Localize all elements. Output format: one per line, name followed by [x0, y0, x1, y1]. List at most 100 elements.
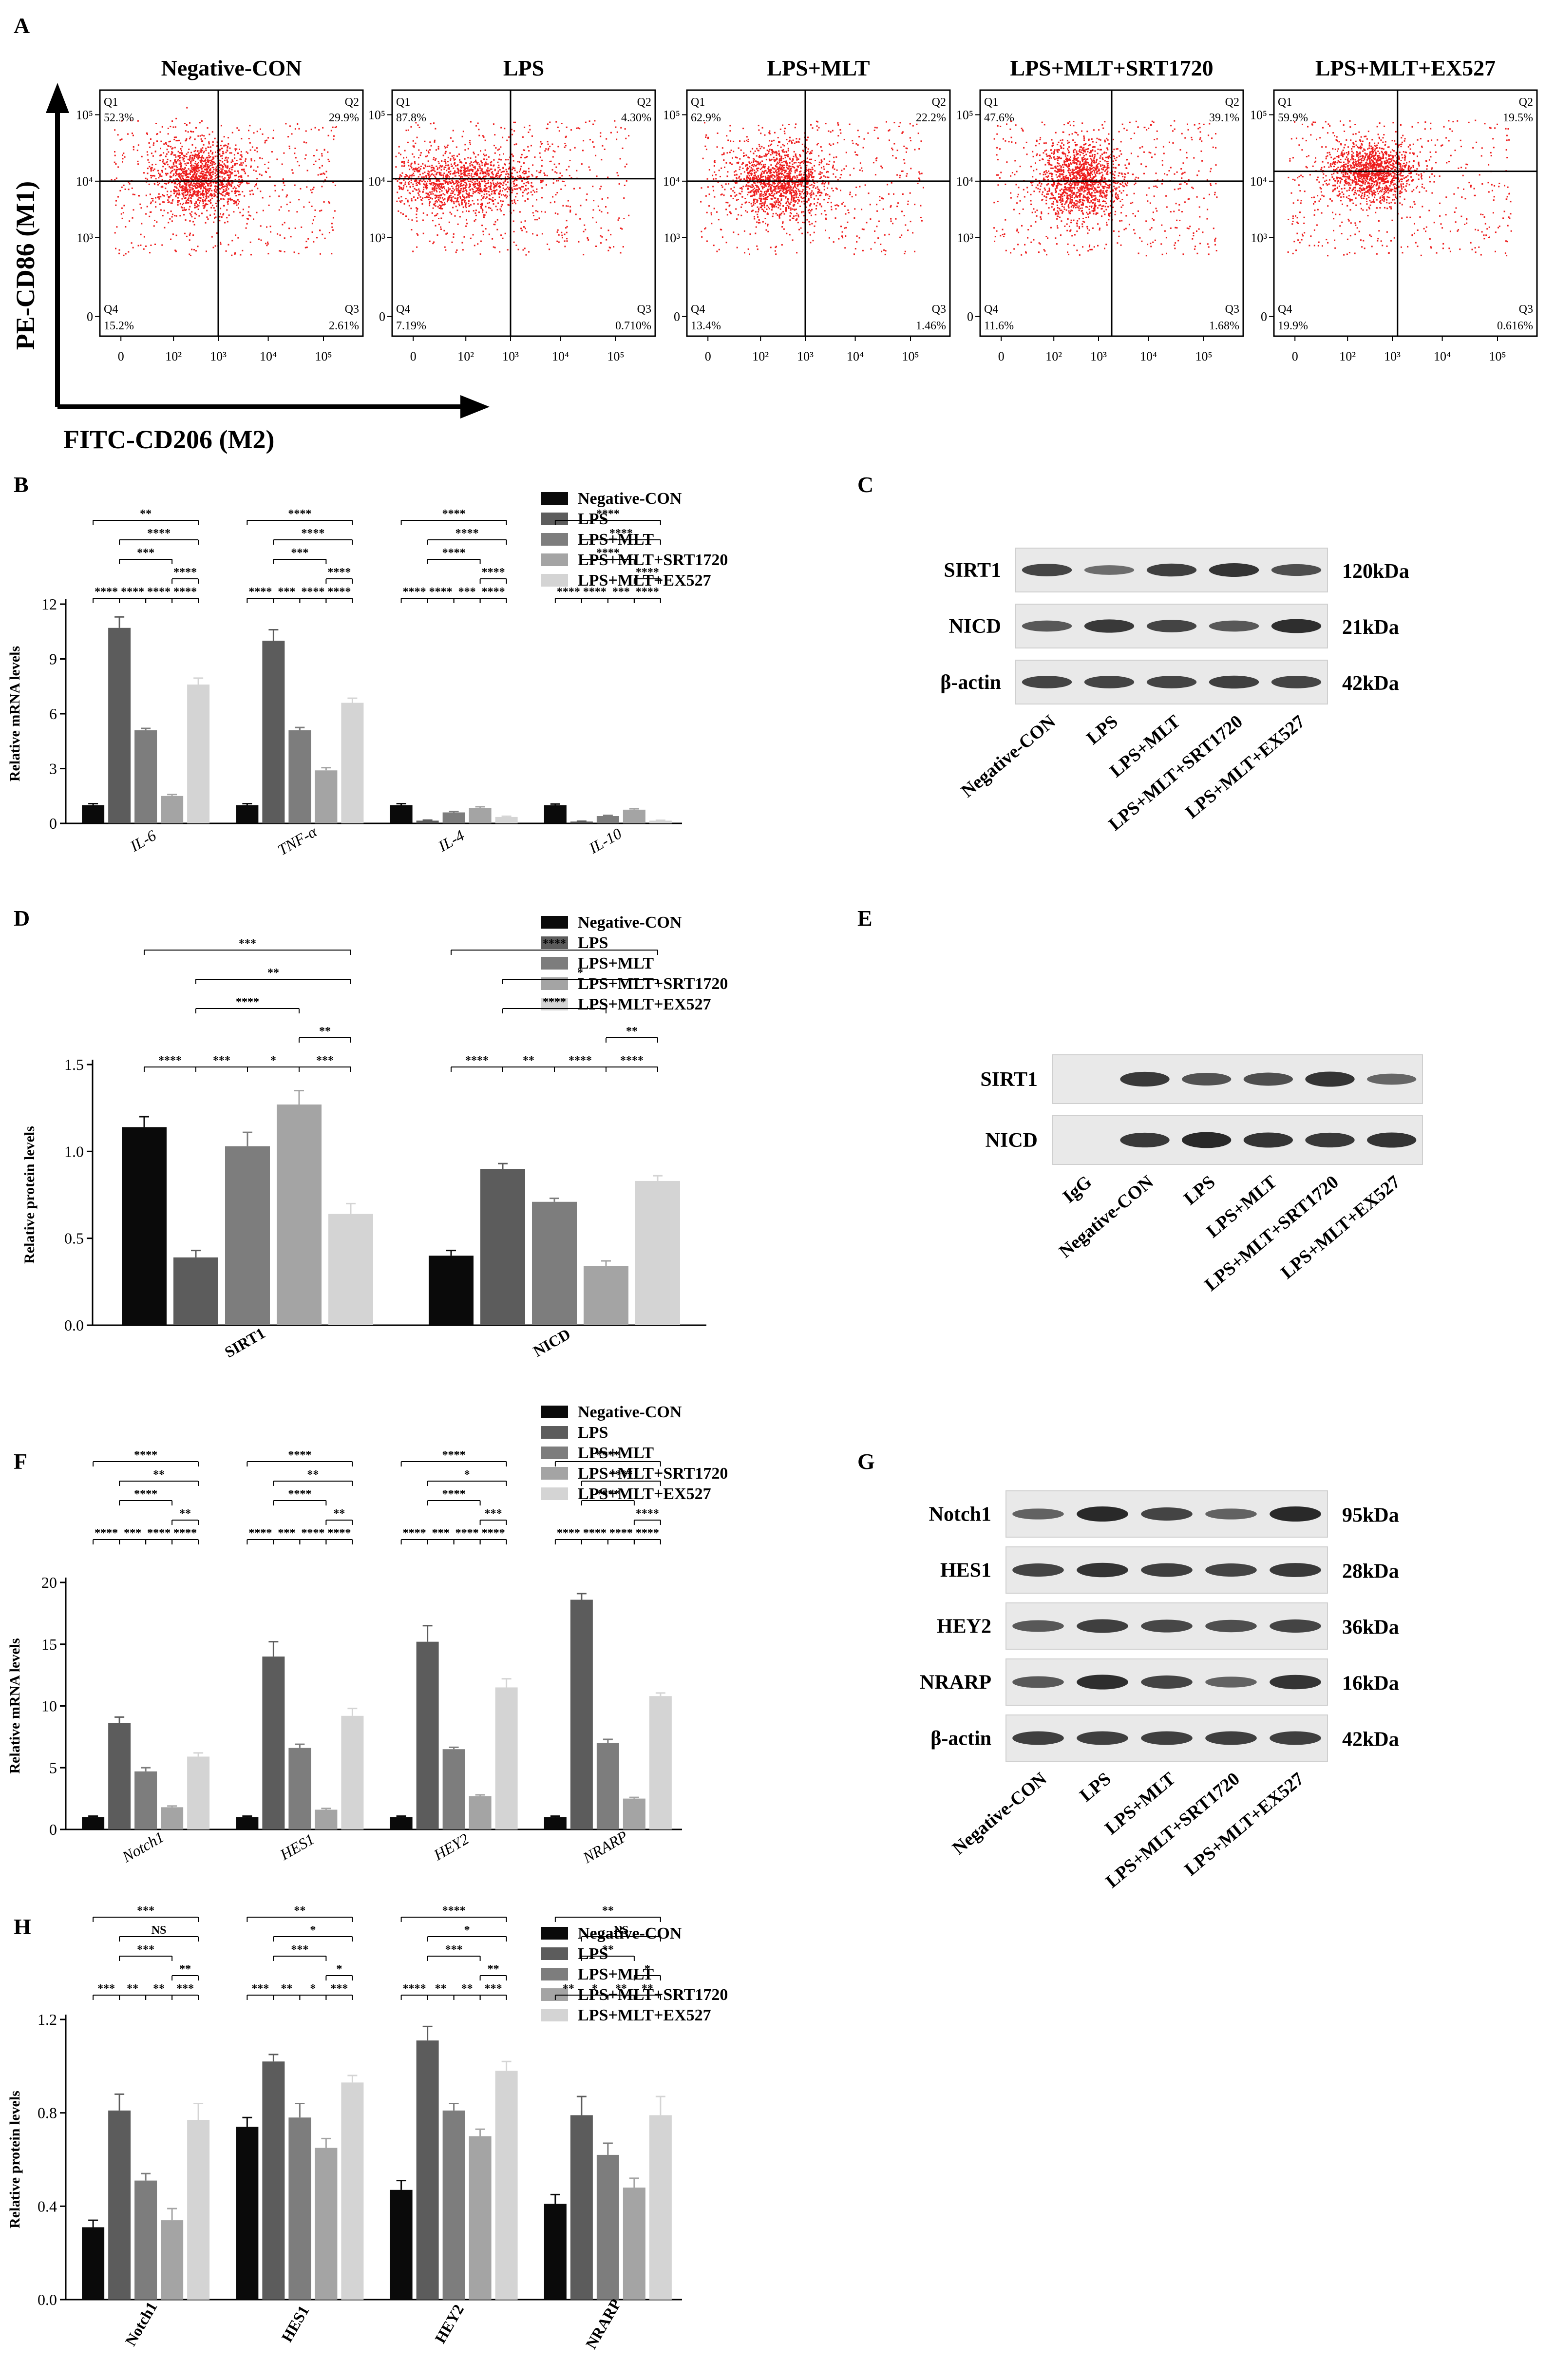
- y-tick-label: 20: [41, 1574, 57, 1591]
- blot-strip: [1052, 1115, 1423, 1165]
- sig-label: ***: [291, 1943, 308, 1956]
- sig-label: ****: [327, 566, 351, 579]
- category-label: NRARP: [579, 1827, 630, 1866]
- flow-scatter-dots: [993, 120, 1218, 257]
- blot-band: [1084, 565, 1135, 575]
- bar: [495, 2071, 518, 2300]
- sig-label: ****: [455, 527, 479, 540]
- bar: [236, 1817, 259, 1829]
- chart-d: Negative-CON LPS LPS+MLT LPS+MLT+SRT1720 LPS…: [21, 914, 728, 1361]
- blot-band: [1141, 1619, 1193, 1633]
- panel-label-b: B: [14, 472, 29, 497]
- blot-row-label: HES1: [940, 1560, 991, 1582]
- q1-value: 47.6%: [984, 112, 1014, 124]
- bar: [134, 730, 157, 823]
- sig-label: **: [179, 1963, 191, 1976]
- legend-label: Negative-CON: [578, 1924, 682, 1942]
- blot-row-label: Notch1: [929, 1504, 991, 1526]
- sig-label: ****: [173, 586, 197, 598]
- q1-label: Q1: [691, 96, 705, 109]
- blot-kda-label: 36kDa: [1342, 1617, 1399, 1639]
- blot-band: [1271, 676, 1322, 688]
- panel-label-g: G: [857, 1449, 875, 1474]
- flow-y-tick-label: 10⁵: [76, 108, 93, 122]
- category-label: HEY2: [431, 2302, 467, 2346]
- blot-band: [1120, 1071, 1170, 1087]
- sig-label: **: [307, 1468, 319, 1481]
- flow-y-tick-label: 10⁵: [663, 108, 680, 122]
- q2-label: Q2: [1225, 96, 1239, 109]
- legend-swatch: [541, 1447, 568, 1459]
- bar: [480, 1169, 525, 1325]
- flow-plot-frame: [99, 89, 364, 337]
- q4-label: Q4: [691, 303, 705, 316]
- sig-label: ***: [213, 1054, 230, 1067]
- flow-plot-title: LPS: [503, 56, 544, 80]
- y-tick-label: 5: [49, 1759, 57, 1776]
- legend-label: LPS+MLT+EX527: [578, 1485, 711, 1503]
- q3-value: 0.616%: [1497, 320, 1533, 332]
- y-tick-label: 1.2: [38, 2011, 57, 2028]
- sig-label: ****: [557, 586, 580, 598]
- flow-y-tick-label: 10³: [76, 231, 93, 245]
- sig-label: ****: [596, 1449, 620, 1462]
- blot-c: SIRT1 120kDa NICD 21kDa β-actin 42kDa Negative…: [940, 548, 1409, 835]
- sig-label: ****: [288, 1449, 311, 1462]
- sig-label: **: [488, 1963, 499, 1976]
- chart-b: Negative-CONLPSLPS+MLTLPS+MLT+SRT1720LPS…: [7, 490, 728, 859]
- blot-band: [1077, 1506, 1128, 1522]
- flow-x-tick-label: 10³: [797, 349, 814, 363]
- sig-label: **: [179, 1507, 191, 1520]
- bar: [495, 1687, 518, 1829]
- blot-band: [1270, 1731, 1321, 1745]
- flow-x-tick-label: 10⁴: [1140, 349, 1157, 363]
- legend-label: Negative-CON: [578, 1403, 682, 1421]
- bar: [623, 809, 645, 823]
- blot-kda-label: 42kDa: [1342, 1729, 1399, 1751]
- sig-label: *: [577, 967, 583, 979]
- legend-swatch: [541, 957, 568, 970]
- bar: [328, 1214, 373, 1325]
- y-tick-label: 9: [49, 650, 57, 668]
- blot-band: [1084, 676, 1135, 688]
- q4-value: 11.6%: [984, 320, 1014, 332]
- flow-x-tick-label: 10⁴: [1434, 349, 1451, 363]
- sig-label: **: [523, 1054, 534, 1067]
- blot-band: [1209, 620, 1259, 632]
- y-axis-label: Relative mRNA levels: [7, 646, 23, 781]
- blot-band: [1182, 1072, 1232, 1086]
- legend-label: Negative-CON: [578, 914, 682, 932]
- sig-label: ****: [147, 1527, 171, 1540]
- blot-band: [1012, 1676, 1064, 1688]
- legend-label: Negative-CON: [578, 490, 682, 508]
- blot-band: [1012, 1731, 1064, 1745]
- q3-label: Q3: [932, 303, 946, 316]
- sig-label: **: [140, 508, 152, 520]
- flow-x-tick-label: 10⁴: [260, 349, 277, 363]
- sig-label: ****: [147, 586, 171, 598]
- flow-y-axis-label: PE-CD86 (M1): [11, 181, 40, 350]
- sig-label: ****: [442, 547, 466, 559]
- bar: [315, 2148, 338, 2300]
- sig-label: *: [464, 1924, 470, 1937]
- bar: [442, 2110, 465, 2300]
- y-tick-label: 1.5: [64, 1056, 84, 1073]
- blot-row-label: SIRT1: [944, 559, 1001, 582]
- sig-label: ****: [288, 508, 311, 520]
- sig-label: ***: [97, 1982, 115, 1995]
- y-tick-label: 0.0: [38, 2291, 57, 2308]
- flow-plot-3: LPS+MLT Q1 62.9% Q2 22.2% Q4 13.4% Q3 1.46% 10⁵ 10…: [663, 56, 951, 363]
- sig-label: ***: [316, 1054, 334, 1067]
- blot-band: [1205, 1619, 1257, 1633]
- legend-label: LPS: [578, 934, 608, 952]
- bar: [288, 2117, 311, 2300]
- flow-x-tick-label: 10⁴: [552, 349, 569, 363]
- category-label: Notch1: [119, 1828, 167, 1866]
- blot-strip: [1052, 1054, 1423, 1104]
- bar: [623, 2188, 645, 2300]
- sig-label: ****: [403, 586, 426, 598]
- bar: [187, 685, 210, 823]
- blot-band: [1271, 564, 1322, 576]
- legend-label: LPS: [578, 510, 608, 528]
